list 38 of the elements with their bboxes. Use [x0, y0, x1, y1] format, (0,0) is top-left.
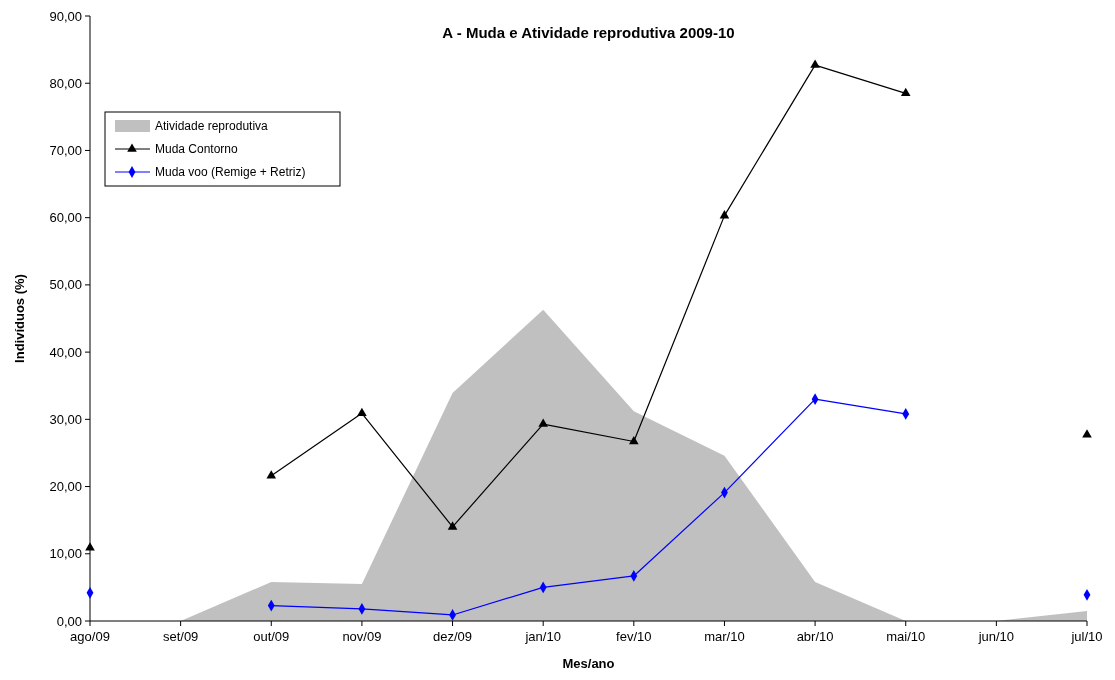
x-tick-label: fev/10: [616, 629, 652, 644]
x-tick-label: jun/10: [977, 629, 1015, 644]
y-tick-label: 50,00: [49, 277, 82, 293]
x-tick-label: jul/10: [1070, 629, 1103, 644]
point: [900, 87, 911, 97]
x-tick-label: set/09: [162, 629, 199, 644]
legend-label: Muda Contorno: [155, 142, 239, 157]
y-tick-label: 30,00: [49, 411, 82, 427]
y-tick-label: 60,00: [49, 210, 82, 226]
x-tick-label: mai/10: [886, 629, 926, 644]
point: [719, 210, 730, 219]
point: [85, 542, 95, 551]
x-tick-label: mar/10: [704, 629, 745, 644]
y-tick-label: 80,00: [49, 75, 82, 91]
y-axis-title: Indivíduos (%): [12, 274, 27, 363]
legend-label: Muda voo (Remige + Retriz): [155, 165, 306, 180]
point: [810, 59, 820, 68]
point: [1082, 429, 1092, 438]
y-tick-label: 10,00: [49, 546, 82, 562]
x-tick-label: nov/09: [342, 629, 382, 644]
y-tick-label: 0,00: [56, 613, 82, 629]
point: [266, 470, 277, 479]
x-tick-label: abr/10: [796, 629, 834, 644]
y-tick-label: 40,00: [49, 344, 82, 360]
point: [447, 521, 458, 530]
point: [357, 407, 367, 417]
x-tick-label: jan/10: [524, 629, 561, 644]
y-tick-label: 20,00: [49, 479, 82, 495]
legend-label: Atividade reprodutiva: [155, 119, 269, 134]
y-tick-label: 90,00: [49, 8, 82, 24]
x-axis-title: Mes/ano: [562, 656, 615, 671]
y-tick-label: 70,00: [49, 142, 82, 158]
x-tick-label: out/09: [253, 629, 290, 644]
x-tick-label: ago/09: [70, 629, 110, 644]
point: [629, 435, 639, 445]
point: [538, 418, 548, 427]
text: A - Muda e Atividade reprodutiva 2009-10: [442, 24, 735, 41]
x-tick-label: dez/09: [433, 629, 473, 644]
